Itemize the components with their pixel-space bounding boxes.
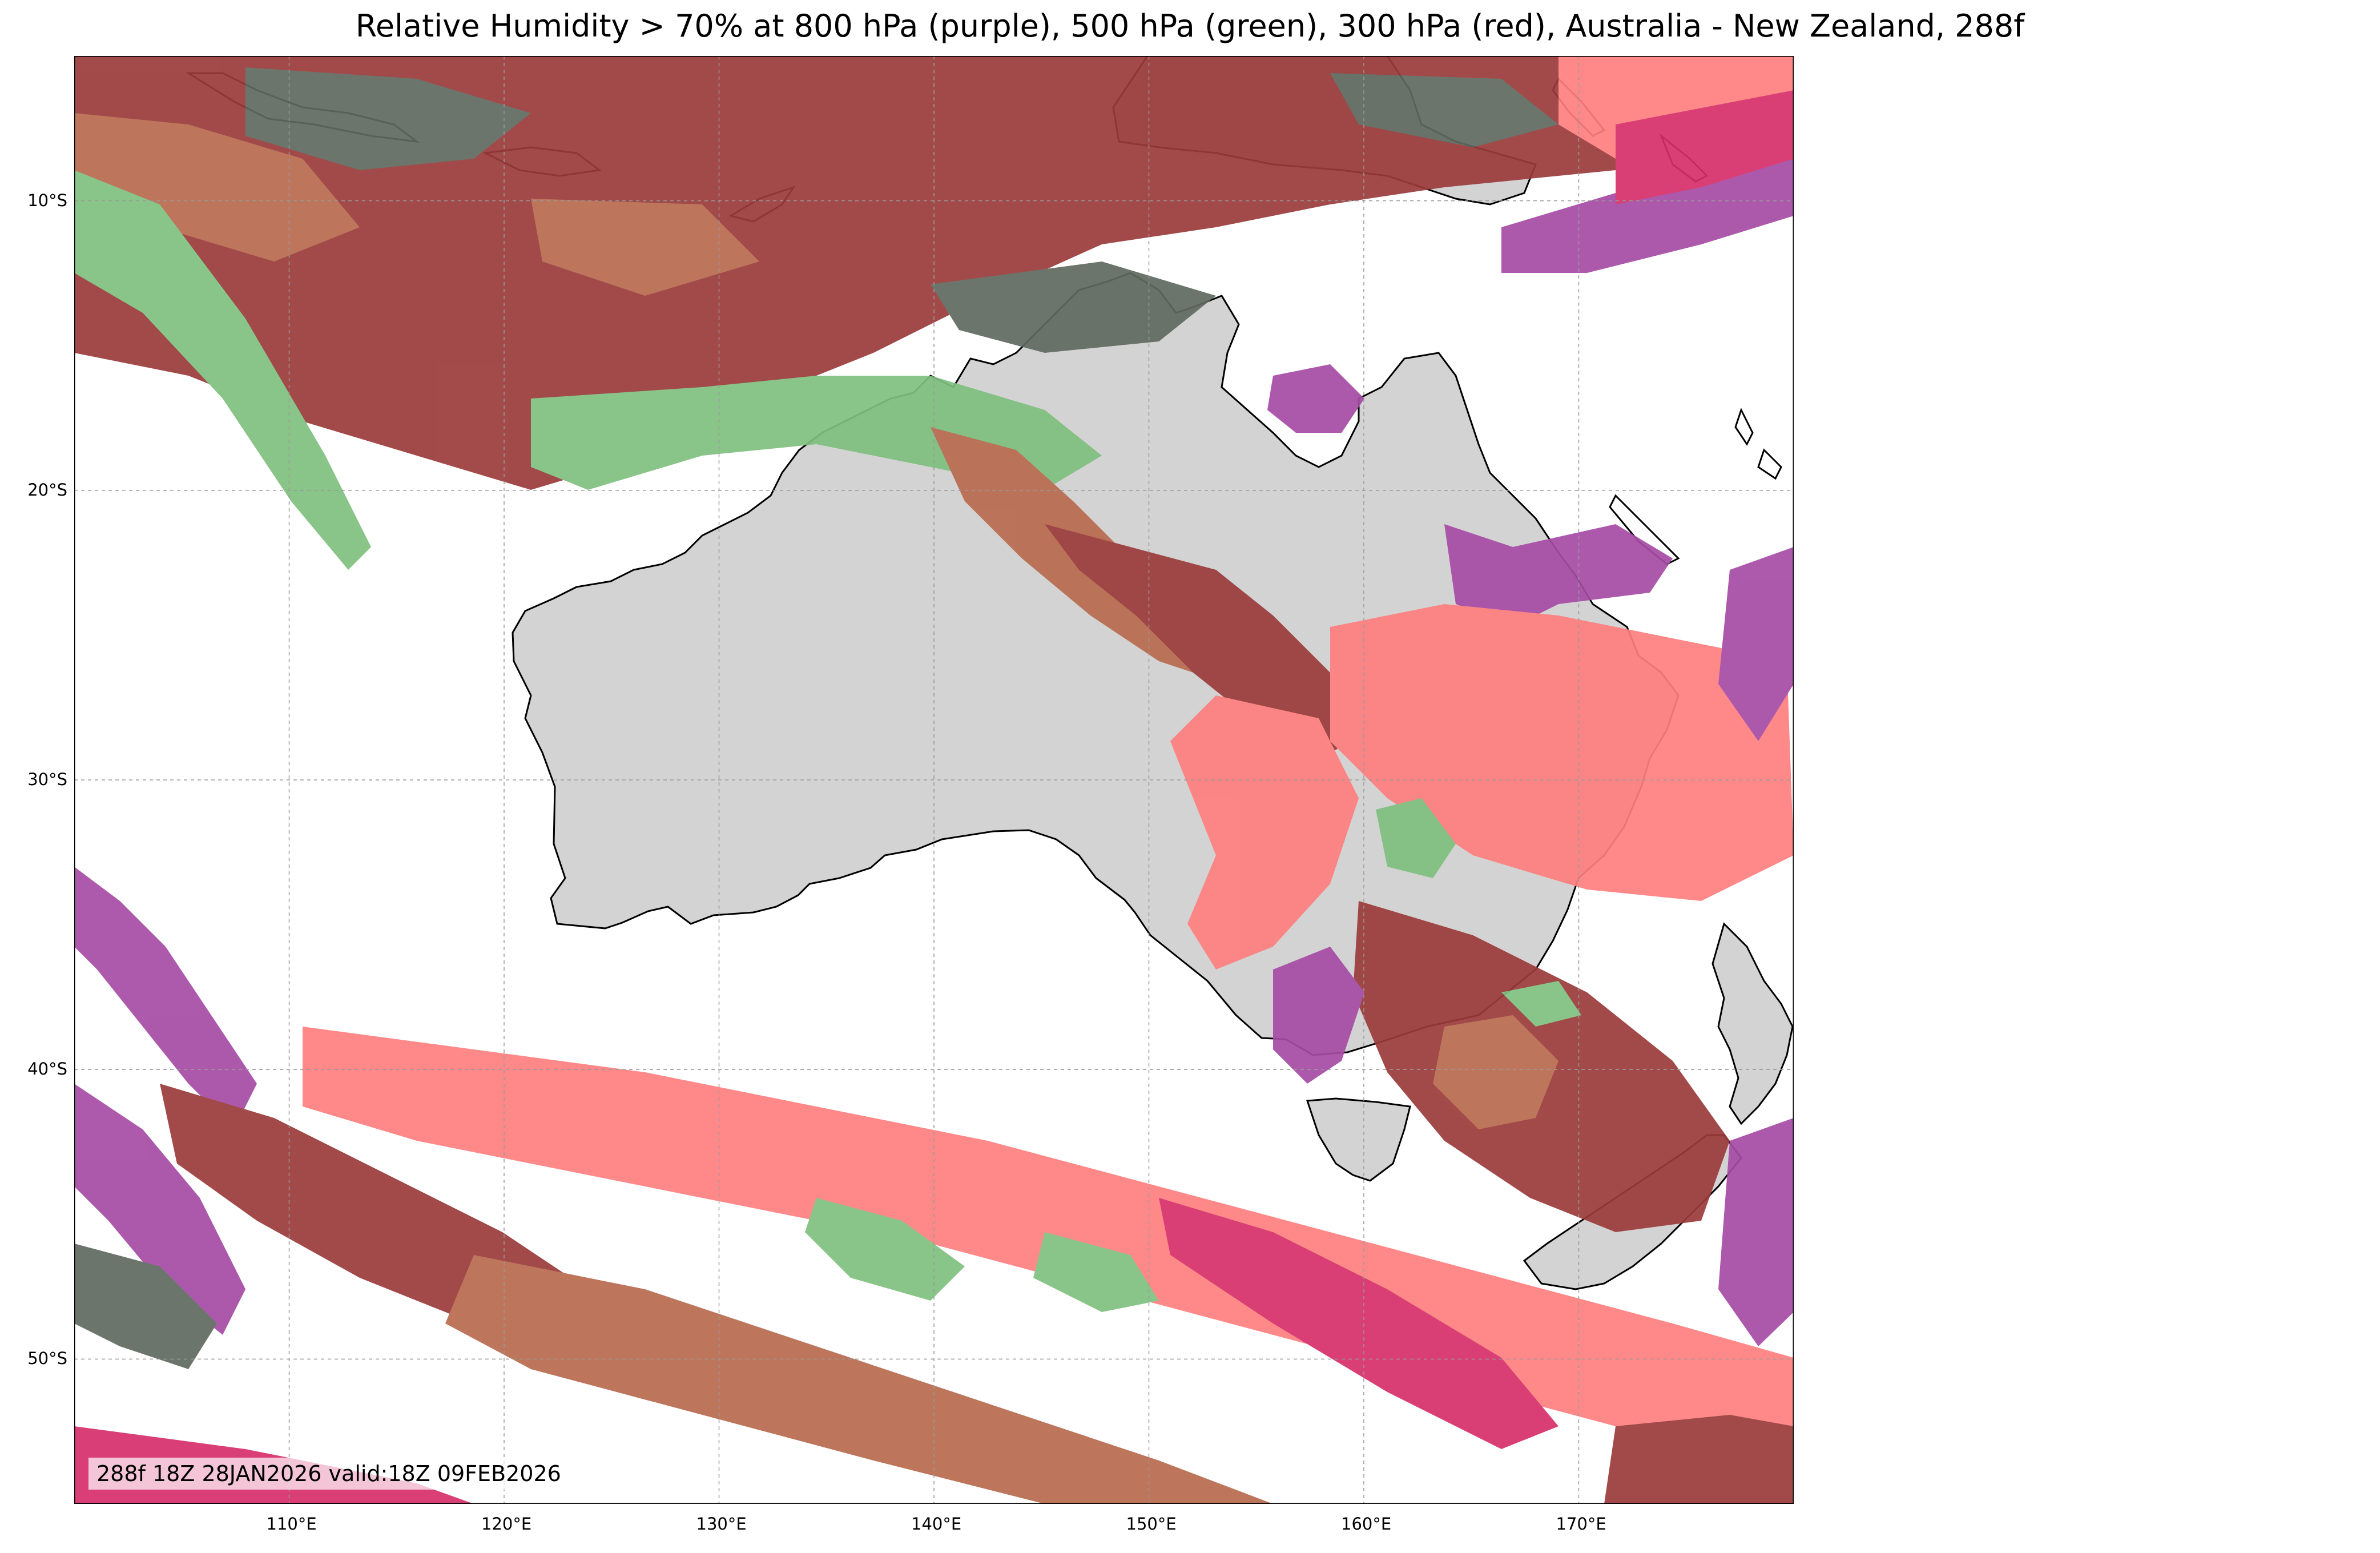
rh-overlap-300-500-tropical [74,113,759,296]
page-title: Relative Humidity > 70% at 800 hPa (purp… [355,8,2025,44]
lon-tick-label: 140°E [911,1514,962,1534]
lon-tick-label: 150°E [1126,1514,1177,1534]
rh-overlap-500-800-southern [74,1244,217,1369]
rh-800-southern-west [74,867,257,1335]
lon-tick-label: 120°E [481,1514,532,1534]
forecast-stamp: 288f 18Z 28JAN2026 valid:18Z 09FEB2026 [88,1458,569,1490]
vanuatu-islands [1734,408,1782,480]
rh-overlap-300-500-southern [445,1255,1273,1504]
rh-300-tasman [1330,604,1794,901]
rh-overlap-300-500-tasman [1433,1015,1559,1129]
rh-500-west-coast [74,170,371,570]
lon-tick-label: 160°E [1341,1514,1392,1534]
rh-overlap-all-east-coast [1045,524,1353,764]
rh-300-east-australia [1170,695,1359,969]
lon-tick-label: 110°E [266,1514,317,1534]
rh-800-coral-sea [1267,364,1559,627]
lat-tick-label: 40°S [27,1059,67,1079]
lat-tick-label: 50°S [27,1349,67,1369]
rh-800-tasman [1273,547,1794,1084]
rh-500-southern [805,1198,1159,1312]
lat-tick-label: 30°S [27,770,67,789]
lon-tick-label: 130°E [696,1514,747,1534]
new-zealand-north-island [1711,922,1794,1125]
lat-tick-label: 20°S [27,480,67,500]
map-frame [74,56,1794,1504]
rh-overlap-all-south-east [1604,1415,1794,1504]
tasmania-land [1306,1097,1411,1182]
rh-800-north-tasman [1513,524,1673,604]
lat-tick-label: 10°S [27,190,67,210]
rh-800-south-east [1718,1118,1794,1346]
gridlines [74,56,1794,1504]
lon-tick-label: 170°E [1556,1514,1606,1534]
map-canvas [74,56,1794,1504]
rh-overlap-300-800-tropical [1616,90,1794,204]
rh-overlap-500-800-tropical [245,67,1559,353]
rh-500-tasman [1376,798,1581,1027]
